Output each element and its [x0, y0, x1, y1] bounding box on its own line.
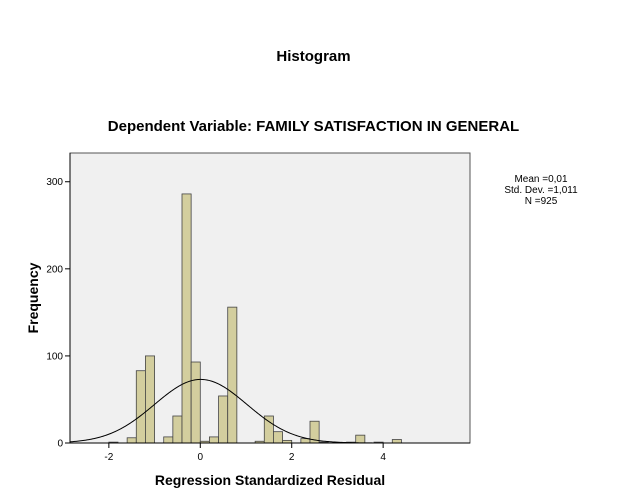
histogram-bar	[181, 193, 192, 444]
histogram-bar	[172, 415, 183, 444]
histogram-bar	[273, 431, 283, 444]
plot-area	[69, 152, 471, 444]
histogram-bar	[227, 306, 238, 444]
histogram-bar	[355, 434, 366, 444]
histogram-bar	[126, 437, 137, 444]
histogram-bar	[190, 361, 201, 444]
stats-box: Mean =0,01 Std. Dev. =1,011 N =925	[498, 174, 584, 207]
stat-n: N =925	[524, 196, 558, 207]
x-tick-label: 2	[289, 452, 295, 463]
y-axis-label: Frequency	[25, 262, 41, 334]
histogram-bar	[391, 439, 402, 444]
y-tick-label: 100	[46, 351, 63, 362]
x-axis-label: Regression Standardized Residual	[154, 472, 386, 488]
x-tick-label: 4	[380, 452, 386, 463]
histogram-bar	[263, 415, 274, 444]
stat-mean: Mean =0,01	[514, 174, 568, 185]
histogram-bar	[135, 370, 146, 444]
histogram-bar	[145, 355, 155, 444]
chart-title: Histogram	[276, 48, 351, 65]
histogram-bar	[209, 436, 219, 444]
y-tick-label: 200	[46, 264, 63, 275]
x-tick-label: 0	[198, 452, 204, 463]
histogram-bar	[218, 395, 229, 444]
histogram-bar	[163, 436, 174, 444]
chart-subtitle: Dependent Variable: FAMILY SATISFACTION …	[107, 118, 520, 135]
stat-std-dev: Std. Dev. =1,011	[504, 185, 578, 196]
y-tick-label: 0	[57, 439, 63, 450]
x-tick-label: -2	[104, 452, 113, 463]
y-tick-label: 300	[46, 177, 63, 188]
